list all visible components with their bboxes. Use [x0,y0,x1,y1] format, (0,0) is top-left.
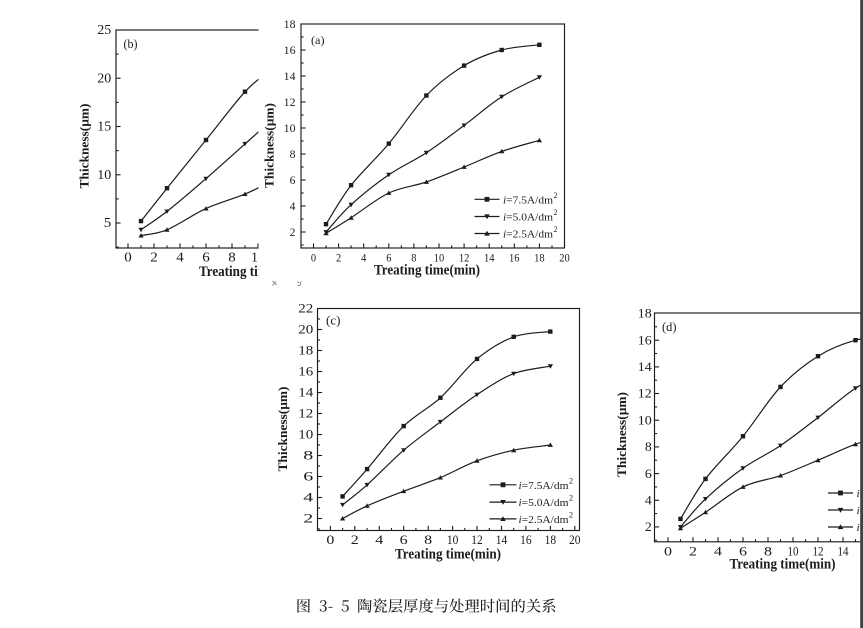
svg-text:6: 6 [739,544,747,558]
svg-text:i=2.5A/dm: i=2.5A/dm [857,522,863,534]
svg-text:2: 2 [569,510,573,519]
svg-text:2: 2 [336,253,341,265]
svg-text:2: 2 [351,533,359,547]
svg-text:2: 2 [569,494,573,503]
svg-text:15: 15 [97,120,111,135]
svg-text:4: 4 [714,544,723,558]
svg-text:10: 10 [788,544,799,558]
svg-text:6: 6 [202,251,210,266]
svg-text:2: 2 [689,544,697,558]
svg-text:i=7.5A/dm: i=7.5A/dm [857,488,863,500]
svg-text:8: 8 [764,544,772,558]
svg-text:10: 10 [298,428,313,442]
svg-text:12: 12 [813,544,824,558]
svg-text:14: 14 [484,253,495,265]
svg-text:Thickness(µm): Thickness(µm) [77,104,92,189]
svg-text:20: 20 [569,533,581,547]
svg-text:22: 22 [298,302,313,316]
svg-text:4: 4 [303,491,314,505]
svg-text:16: 16 [284,45,296,57]
svg-text:10: 10 [638,413,652,427]
svg-text:18: 18 [298,344,313,358]
svg-text:14: 14 [838,544,850,558]
svg-text:16: 16 [298,365,313,379]
svg-text:Treating time(min): Treating time(min) [730,557,836,573]
svg-text:8: 8 [290,149,296,161]
svg-text:20: 20 [97,72,111,87]
svg-text:8: 8 [645,440,652,454]
svg-text:12: 12 [284,97,296,109]
svg-text:2: 2 [290,227,296,239]
svg-text:14: 14 [638,360,653,374]
svg-text:(b): (b) [124,37,138,51]
svg-text:Thickness(µm): Thickness(µm) [614,392,629,477]
svg-text:16: 16 [520,533,532,547]
svg-text:i=2.5A/dm: i=2.5A/dm [503,229,553,241]
svg-text:14: 14 [496,533,508,547]
svg-text:2: 2 [554,191,558,200]
svg-text:10: 10 [447,533,459,547]
svg-text:4: 4 [176,251,184,266]
svg-text:0: 0 [326,533,334,547]
svg-text:8: 8 [411,253,416,265]
svg-text:2: 2 [554,208,558,217]
svg-text:4: 4 [290,201,296,213]
svg-text:14: 14 [298,386,314,400]
svg-text:8: 8 [303,449,313,463]
svg-text:18: 18 [534,253,545,265]
svg-text:18: 18 [638,307,652,321]
svg-text:12: 12 [471,533,483,547]
svg-text:12: 12 [298,407,313,421]
svg-text:(c): (c) [326,313,341,328]
svg-text:Treating time(min): Treating time(min) [395,547,501,563]
svg-text:i=2.5A/dm: i=2.5A/dm [519,514,569,526]
svg-text:12: 12 [459,253,470,265]
svg-text:16: 16 [638,333,652,347]
svg-text:2: 2 [645,520,652,534]
svg-text:10: 10 [97,168,111,183]
svg-text:10: 10 [434,253,445,265]
svg-text:i=7.5A/dm: i=7.5A/dm [519,480,569,492]
svg-text:18: 18 [284,19,296,31]
svg-text:Treating time(min): Treating time(min) [374,263,480,279]
svg-text:i=5.0A/dm: i=5.0A/dm [519,497,569,509]
svg-text:25: 25 [97,23,111,38]
svg-text:6: 6 [386,253,391,265]
svg-text:(d): (d) [662,319,677,334]
svg-text:4: 4 [375,533,384,547]
svg-text:18: 18 [545,533,557,547]
svg-text:5: 5 [104,216,112,231]
svg-text:Thickness(µm): Thickness(µm) [275,387,290,472]
svg-text:20: 20 [298,323,313,337]
svg-text:i=5.0A/dm: i=5.0A/dm [857,505,863,517]
svg-text:4: 4 [361,253,366,265]
svg-text:6: 6 [645,467,652,481]
svg-text:8: 8 [424,533,432,547]
svg-text:6: 6 [400,533,408,547]
svg-text:10: 10 [284,123,296,135]
svg-text:Thickness(µm): Thickness(µm) [262,103,277,188]
svg-text:i=5.0A/dm: i=5.0A/dm [503,212,553,224]
svg-text:2: 2 [303,512,313,526]
svg-text:(a): (a) [311,33,325,47]
svg-text:4: 4 [645,494,653,508]
svg-text:20: 20 [559,253,570,265]
svg-text:14: 14 [284,71,296,83]
svg-text:2: 2 [150,251,158,266]
svg-text:0: 0 [664,544,672,558]
svg-text:0: 0 [124,251,132,266]
svg-text:2: 2 [569,476,573,485]
svg-text:16: 16 [509,253,520,265]
svg-text:0: 0 [311,253,316,265]
svg-text:2: 2 [554,225,558,234]
svg-text:6: 6 [290,175,296,187]
svg-text:i=7.5A/dm: i=7.5A/dm [503,194,553,206]
svg-text:8: 8 [228,251,236,266]
svg-text:12: 12 [638,387,652,401]
svg-text:6: 6 [303,470,313,484]
